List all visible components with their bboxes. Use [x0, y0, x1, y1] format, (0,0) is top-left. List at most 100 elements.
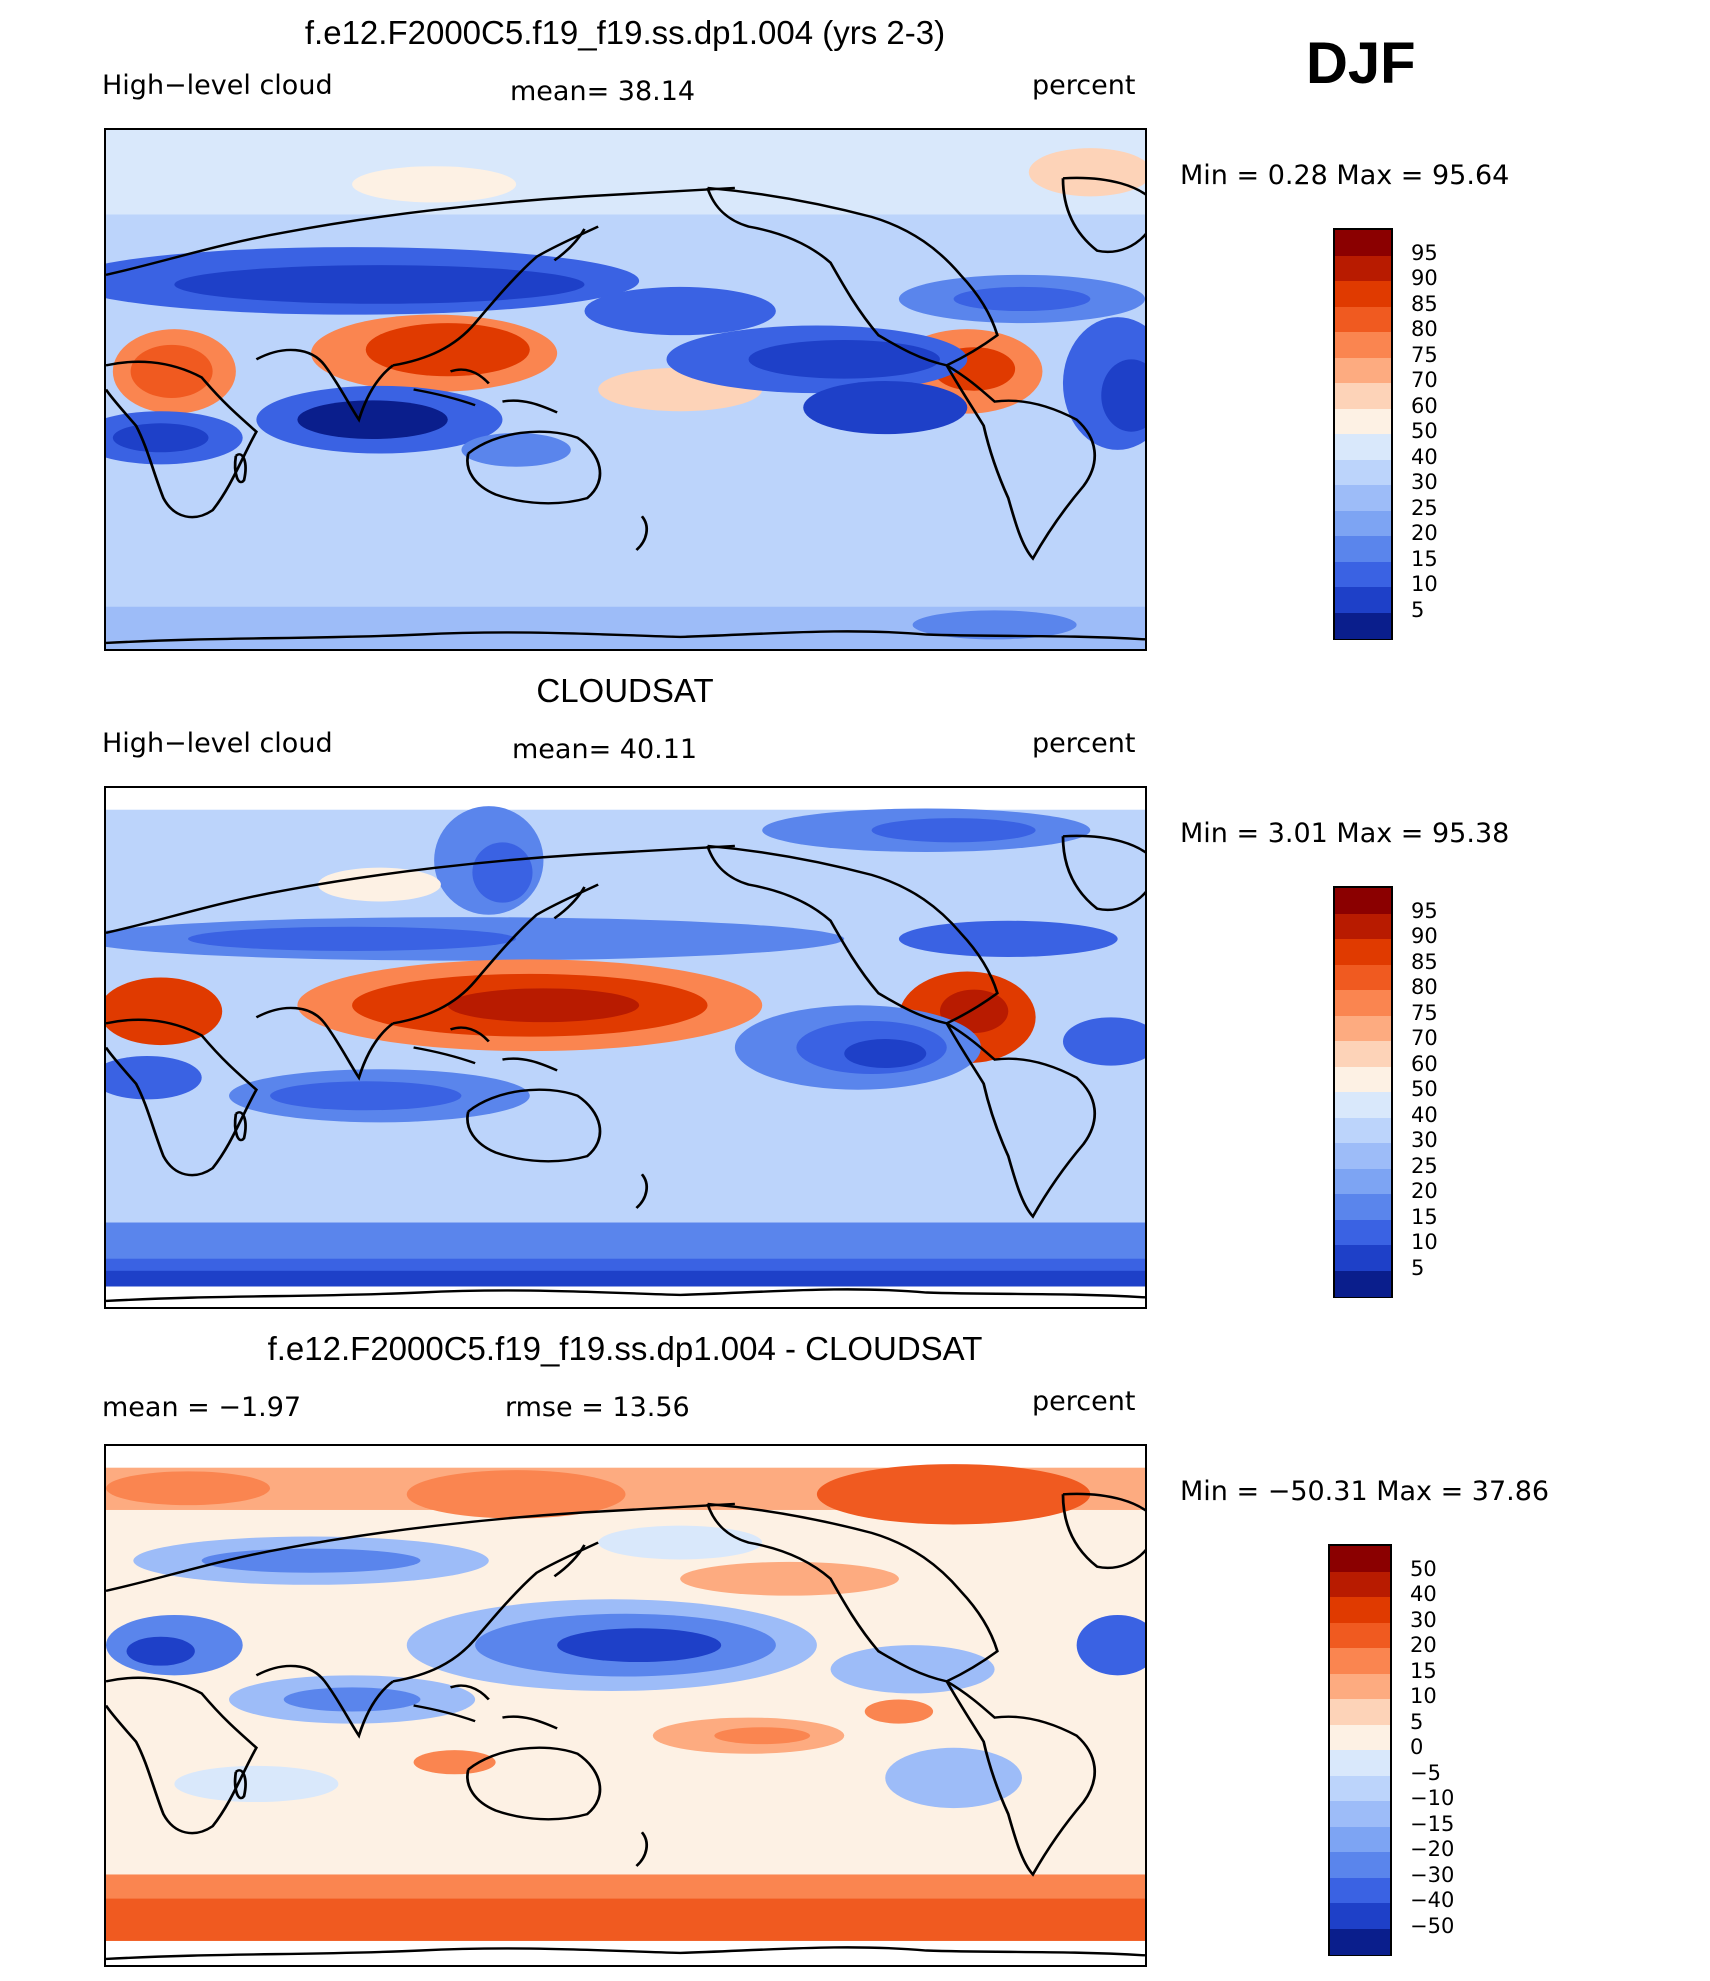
colorbar-tick-label: 75: [1411, 342, 1438, 367]
colorbar-tick-label: 5: [1411, 597, 1425, 622]
colorbar-segment: [1335, 383, 1391, 409]
colorbar-segment: [1330, 1571, 1390, 1598]
colorbar-segment: [1330, 1903, 1390, 1929]
colorbar-tick-label: 30: [1410, 1607, 1437, 1632]
colorbar-segment: [1335, 332, 1391, 358]
colorbar-tick-label: −30: [1410, 1862, 1455, 1887]
panel-2-mean: mean= 40.11: [512, 734, 698, 765]
colorbar-segment: [1335, 1143, 1391, 1169]
colorbar-segment: [1335, 1066, 1391, 1093]
colorbar-tick-label: 50: [1411, 419, 1438, 443]
colorbar-tick-label: 85: [1411, 949, 1438, 974]
panel-1-mean: mean= 38.14: [510, 76, 696, 107]
colorbar-segment: [1330, 1801, 1390, 1827]
colorbar-segment: [1335, 888, 1391, 914]
panel-3-colorbar: [1328, 1544, 1392, 1956]
colorbar-segment: [1335, 1117, 1391, 1144]
colorbar-segment: [1335, 230, 1391, 256]
panel-2-units: percent: [1032, 728, 1136, 759]
colorbar-segment: [1335, 1245, 1391, 1271]
panel-1-title: f.e12.F2000C5.f19_f19.ss.dp1.004 (yrs 2-…: [304, 14, 946, 51]
panel-3-contour-field: [106, 1446, 1145, 1965]
colorbar-tick-label: −20: [1410, 1837, 1455, 1861]
colorbar-segment: [1330, 1724, 1390, 1751]
colorbar-tick-label: 40: [1410, 1582, 1437, 1606]
panel-3-title: f.e12.F2000C5.f19_f19.ss.dp1.004 - CLOUD…: [267, 1330, 983, 1367]
colorbar-segment: [1335, 1168, 1391, 1195]
colorbar-tick-label: 50: [1410, 1556, 1437, 1581]
panel-3-map: [104, 1444, 1147, 1967]
panel-3-mean: mean = −1.97: [102, 1392, 302, 1423]
colorbar-tick-label: −5: [1410, 1760, 1441, 1785]
colorbar-tick-label: 80: [1411, 317, 1438, 341]
colorbar-tick-label: 40: [1411, 444, 1438, 469]
colorbar-tick-label: 30: [1411, 470, 1438, 494]
colorbar-segment: [1335, 964, 1391, 991]
colorbar-segment: [1335, 913, 1391, 940]
panel-3-rmse: rmse = 13.56: [505, 1392, 690, 1423]
colorbar-segment: [1330, 1928, 1390, 1955]
colorbar-tick-label: 60: [1411, 1051, 1438, 1076]
colorbar-segment: [1335, 939, 1391, 965]
colorbar-segment: [1335, 561, 1391, 588]
colorbar-tick-label: 40: [1411, 1102, 1438, 1127]
colorbar-tick-label: −15: [1410, 1811, 1455, 1836]
colorbar-tick-label: 20: [1411, 1179, 1438, 1203]
colorbar-tick-label: 50: [1411, 1077, 1438, 1101]
colorbar-segment: [1335, 459, 1391, 486]
colorbar-segment: [1335, 612, 1391, 639]
colorbar-segment: [1335, 255, 1391, 282]
colorbar-tick-label: 90: [1411, 924, 1438, 948]
colorbar-tick-label: 85: [1411, 291, 1438, 316]
colorbar-segment: [1335, 1015, 1391, 1042]
colorbar-segment: [1335, 357, 1391, 384]
panel-1-variable-label: High−level cloud: [102, 70, 333, 101]
colorbar-segment: [1330, 1673, 1390, 1700]
colorbar-segment: [1335, 306, 1391, 333]
colorbar-tick-label: 60: [1411, 393, 1438, 418]
colorbar-segment: [1335, 434, 1391, 460]
colorbar-segment: [1330, 1546, 1390, 1572]
panel-2-min-max: Min = 3.01 Max = 95.38: [1180, 818, 1510, 849]
colorbar-segment: [1335, 281, 1391, 307]
colorbar-tick-label: 15: [1410, 1658, 1437, 1683]
colorbar-tick-label: 90: [1411, 266, 1438, 290]
colorbar-tick-label: 10: [1411, 572, 1438, 596]
colorbar-segment: [1335, 1219, 1391, 1246]
colorbar-tick-label: 15: [1411, 546, 1438, 571]
colorbar-segment: [1335, 1092, 1391, 1118]
colorbar-tick-label: 30: [1411, 1128, 1438, 1152]
colorbar-tick-label: 75: [1411, 1000, 1438, 1025]
panel-3-min-max: Min = −50.31 Max = 37.86: [1180, 1476, 1550, 1507]
panel-1-min-max: Min = 0.28 Max = 95.64: [1180, 160, 1510, 191]
colorbar-tick-label: 95: [1411, 240, 1438, 265]
panel-1-units: percent: [1032, 70, 1136, 101]
colorbar-tick-label: 70: [1411, 1026, 1438, 1050]
colorbar-tick-label: 25: [1411, 1153, 1438, 1178]
panel-1-map: [104, 128, 1147, 651]
season-label: DJF: [1306, 31, 1416, 96]
colorbar-segment: [1330, 1750, 1390, 1776]
colorbar-segment: [1335, 536, 1391, 562]
colorbar-segment: [1335, 587, 1391, 613]
colorbar-segment: [1335, 1041, 1391, 1067]
colorbar-tick-label: 20: [1410, 1633, 1437, 1657]
colorbar-segment: [1330, 1826, 1390, 1853]
colorbar-segment: [1335, 1194, 1391, 1220]
colorbar-segment: [1330, 1699, 1390, 1725]
colorbar-tick-label: 5: [1411, 1255, 1425, 1280]
colorbar-tick-label: 5: [1410, 1709, 1424, 1734]
colorbar-segment: [1330, 1648, 1390, 1674]
colorbar-segment: [1330, 1622, 1390, 1649]
colorbar-tick-label: −40: [1410, 1888, 1455, 1912]
panel-2-map: [104, 786, 1147, 1309]
colorbar-tick-label: 15: [1411, 1204, 1438, 1229]
panel-2-variable-label: High−level cloud: [102, 728, 333, 759]
panel-3-units: percent: [1032, 1386, 1136, 1417]
colorbar-tick-label: −10: [1410, 1786, 1455, 1810]
colorbar-tick-label: 0: [1410, 1735, 1424, 1759]
panel-2-contour-field: [106, 788, 1145, 1307]
colorbar-segment: [1335, 485, 1391, 511]
panel-2-colorbar: [1333, 886, 1393, 1298]
colorbar-segment: [1330, 1877, 1390, 1904]
